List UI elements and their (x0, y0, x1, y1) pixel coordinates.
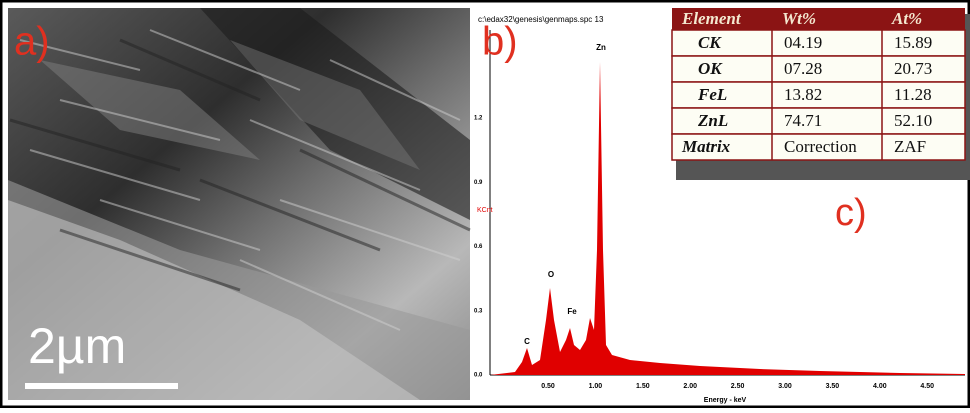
y-tick-label: 0.9 (474, 180, 483, 186)
peak-label: Fe (567, 307, 577, 316)
table-cell: 20.73 (894, 59, 932, 78)
panel-label: c) (835, 192, 867, 234)
x-tick-label: 1.00 (589, 383, 603, 390)
x-tick-label: 2.00 (683, 383, 697, 390)
table-cell: CK (698, 33, 722, 52)
table-header: Element (681, 9, 742, 28)
page: a) 2µm c:\edax32\genesis\genmaps.spc 13 … (0, 0, 970, 408)
x-tick-label: 2.50 (731, 383, 745, 390)
table-cell: Correction (784, 137, 857, 156)
y-axis-label: KCnt (477, 207, 493, 214)
table-cell: 15.89 (894, 33, 932, 52)
table-header: At% (891, 9, 922, 28)
table-cell: FeL (697, 85, 727, 104)
table-cell: 07.28 (784, 59, 822, 78)
figure: a) 2µm c:\edax32\genesis\genmaps.spc 13 … (0, 0, 970, 408)
table: Element Wt% At% CK 04.19 15.89 OK 07.28 20.73 FeL… (672, 8, 965, 160)
x-tick-label: 3.50 (826, 383, 840, 390)
table-cell: ZAF (894, 137, 926, 156)
table-cell: OK (698, 59, 723, 78)
table-cell: 04.19 (784, 33, 822, 52)
table-cell: Matrix (681, 137, 731, 156)
x-tick-label: 1.50 (636, 383, 650, 390)
y-tick-label: 0.6 (474, 244, 483, 250)
peak-label: O (548, 270, 554, 279)
table-cell: 74.71 (784, 111, 822, 130)
table-header: Wt% (782, 9, 816, 28)
x-axis-label: Energy - keV (704, 397, 747, 404)
table-cell: 11.28 (894, 85, 932, 104)
x-tick-label: 0.50 (541, 383, 555, 390)
peak-label: Zn (596, 43, 606, 52)
y-tick-label: 0.0 (474, 373, 483, 379)
scale-bar-label: 2µm (28, 318, 126, 374)
x-tick-label: 3.00 (778, 383, 792, 390)
table-cell: 52.10 (894, 111, 932, 130)
panel-label: a) (14, 20, 50, 64)
table-cell: 13.82 (784, 85, 822, 104)
x-tick-label: 4.00 (873, 383, 887, 390)
x-tick-label: 4.50 (920, 383, 934, 390)
y-tick-label: 1.2 (474, 116, 483, 122)
peak-label: C (524, 337, 530, 346)
table-cell: ZnL (697, 111, 728, 130)
panel-label: b) (482, 20, 518, 64)
y-tick-label: 0.3 (474, 308, 483, 314)
